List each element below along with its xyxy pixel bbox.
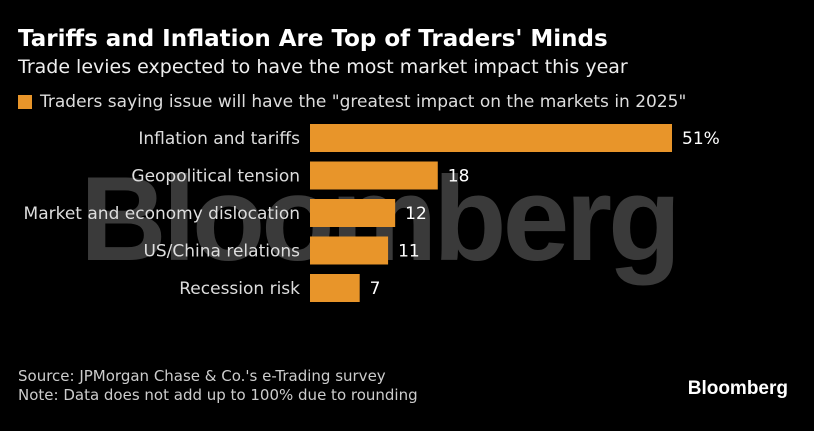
category-label: Geopolitical tension — [131, 167, 300, 187]
data-label: 12 — [405, 204, 427, 224]
source-note: Source: JPMorgan Chase & Co.'s e-Trading… — [18, 367, 386, 385]
legend-swatch — [18, 95, 32, 109]
chart-subtitle: Trade levies expected to have the most m… — [18, 56, 628, 78]
category-label: Inflation and tariffs — [138, 129, 300, 149]
chart-title: Tariffs and Inflation Are Top of Traders… — [18, 26, 608, 52]
data-label: 51% — [682, 129, 720, 149]
category-label: Recession risk — [179, 279, 300, 299]
bar — [310, 236, 389, 265]
bloomberg-logo: Bloomberg — [687, 378, 788, 399]
bar — [310, 199, 396, 227]
data-label: 11 — [398, 242, 420, 262]
bar — [310, 124, 672, 152]
legend: Traders saying issue will have the "grea… — [18, 92, 686, 112]
category-label: US/China relations — [143, 242, 300, 262]
data-label: 7 — [370, 279, 381, 299]
bar — [310, 274, 360, 302]
bar — [310, 161, 438, 190]
category-label: Market and economy dislocation — [24, 204, 300, 224]
legend-label: Traders saying issue will have the "grea… — [40, 92, 687, 112]
data-label: 18 — [448, 167, 470, 187]
footnote: Note: Data does not add up to 100% due t… — [18, 386, 418, 404]
